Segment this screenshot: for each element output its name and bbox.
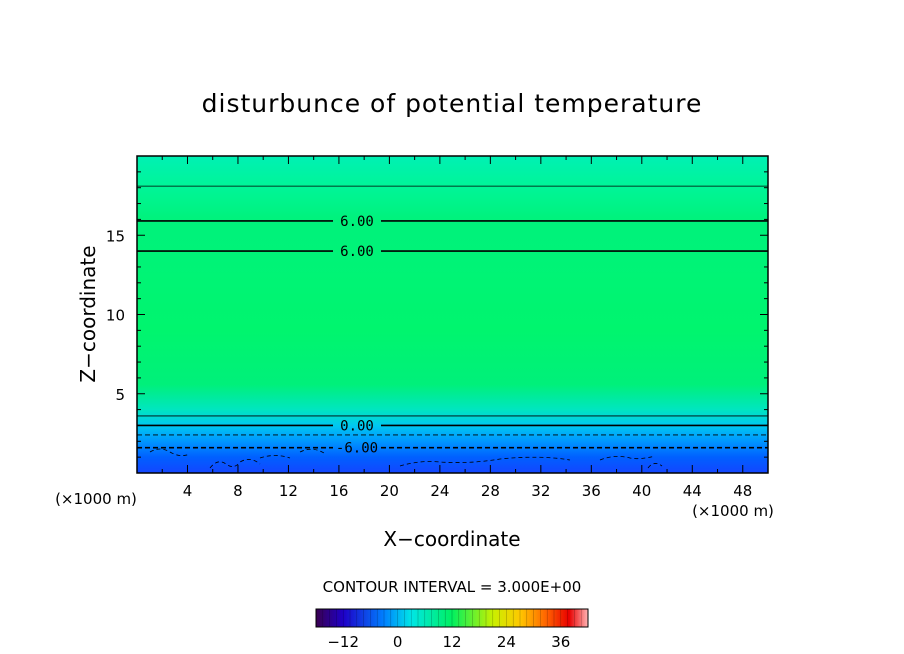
colorbar-label: 0 [393,633,403,651]
colorbar [315,608,589,628]
x-tick-label: 20 [380,482,399,500]
x-tick-label: 28 [481,482,500,500]
contour-lines: 6.00 6.00 0.00 -6.00 [137,185,768,457]
x-tick-label: 16 [329,482,348,500]
colorbar-label: 12 [442,633,461,651]
x-tick-label: 12 [279,482,298,500]
x-tick-labels: 4 8 12 16 20 24 28 32 36 40 44 48 [183,482,753,500]
y-axis-label: Z−coordinate [76,245,100,382]
y-tick-label: 5 [115,386,125,404]
x-tick-label: 32 [531,482,550,500]
x-tick-label: 40 [632,482,651,500]
x-unit-label: (×1000 m) [692,502,774,520]
y-tick-label: 15 [106,227,125,245]
colorbar-labels: −12 0 12 24 36 [327,633,570,651]
contour-label: 0.00 [340,418,374,434]
x-axis-label: X−coordinate [383,527,520,551]
near-surface-perturbation-contours [149,448,663,469]
contour-label: -6.00 [336,441,378,457]
y-tick-label: 10 [106,307,125,325]
colorbar-ticks [322,609,582,627]
x-tick-label: 24 [430,482,449,500]
chart-title: disturbunce of potential temperature [202,89,703,118]
contour-interval-text: CONTOUR INTERVAL = 3.000E+00 [323,578,582,596]
x-tick-label: 48 [733,482,752,500]
x-tick-label: 8 [233,482,243,500]
contour-label: 6.00 [340,214,374,230]
x-tick-label: 36 [582,482,601,500]
colorbar-label: −12 [327,633,359,651]
contour-label: 6.00 [340,244,374,260]
x-tick-label: 44 [683,482,702,500]
x-tick-label: 4 [183,482,193,500]
contour-field [137,156,768,473]
axis-ticks [137,156,768,473]
y-tick-labels: 5 10 15 [106,227,125,404]
z-unit-label: (×1000 m) [55,490,137,508]
colorbar-label: 24 [497,633,516,651]
colorbar-label: 36 [551,633,570,651]
